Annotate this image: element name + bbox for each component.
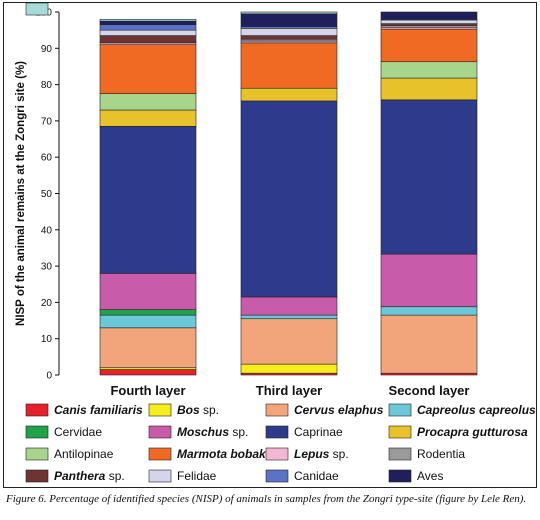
legend-swatch-felidae [148, 469, 172, 483]
legend-swatch-capreolus-capreolus [388, 403, 412, 417]
bar-segment-second-layer-caprinae [380, 99, 478, 255]
legend-label-canis-familiaris: Canis familiaris [54, 403, 143, 417]
bar-segment-fourth-layer-marmota-bobak [99, 44, 197, 94]
bar-segment-fourth-layer-canidae [99, 24, 197, 31]
bar-segment-second-layer-aves [380, 11, 478, 20]
legend-swatch-rodentia [388, 447, 412, 461]
legend-swatch-moschus-sp [148, 425, 172, 439]
figure-caption: Figure 6. Percentage of identified speci… [6, 493, 527, 505]
bar-segment-fourth-layer-felidae [99, 29, 197, 36]
legend-swatch-marmota-bobak [148, 447, 172, 461]
bar-segment-third-layer-bos-sp [240, 363, 338, 374]
y-tick-label-60: 60 [41, 153, 53, 164]
legend-swatch-procapra-gutturosa [388, 425, 412, 439]
legend-label-lepus-sp: Lepus sp. [294, 447, 349, 461]
legend-label-canidae: Canidae [294, 469, 339, 483]
legend-label-pisces: Pisces [54, 3, 89, 6]
bar-segment-fourth-layer-canis-familiaris [99, 369, 197, 376]
legend-swatch-cervus-elaphus [265, 403, 289, 417]
bar-segment-fourth-layer-panthera-sp [99, 35, 197, 44]
legend-swatch-aves [388, 469, 412, 483]
y-tick-label-30: 30 [41, 262, 53, 273]
legend-swatch-canidae [265, 469, 289, 483]
bar-segment-fourth-layer-moschus-sp [99, 273, 197, 310]
bar-segment-third-layer-marmota-bobak [240, 42, 338, 89]
bar-segment-third-layer-panthera-sp [240, 35, 338, 40]
category-label-fourth-layer: Fourth layer [110, 383, 185, 398]
bar-segment-fourth-layer-capreolus-capreolus [99, 314, 197, 329]
y-tick-label-80: 80 [41, 80, 53, 91]
legend-label-moschus-sp: Moschus sp. [177, 425, 248, 439]
legend-label-capreolus-capreolus: Capreolus capreolus [417, 403, 536, 417]
bar-segment-third-layer-cervus-elaphus [240, 318, 338, 365]
bar-segment-second-layer-capreolus-capreolus [380, 306, 478, 316]
category-label-third-layer: Third layer [256, 383, 322, 398]
y-tick-label-0: 0 [46, 371, 52, 382]
bar-segment-second-layer-cervus-elaphus [380, 314, 478, 374]
bar-segment-second-layer-procapra-gutturosa [380, 77, 478, 101]
legend-swatch-caprinae [265, 425, 289, 439]
y-tick-label-90: 90 [41, 44, 53, 55]
legend-swatch-panthera-sp [25, 469, 49, 483]
legend-label-marmota-bobak: Marmota bobak [177, 447, 267, 461]
y-tick-label-70: 70 [41, 116, 53, 127]
y-tick-label-20: 20 [41, 298, 53, 309]
bar-segment-third-layer-felidae [240, 28, 338, 36]
legend-label-panthera-sp: Panthera sp. [54, 469, 125, 483]
bar-segment-fourth-layer-pisces [99, 18, 197, 22]
bar-segment-third-layer-pisces [240, 11, 338, 15]
legend-label-cervus-elaphus: Cervus elaphus [294, 403, 384, 417]
bar-segment-third-layer-procapra-gutturosa [240, 87, 338, 102]
legend-swatch-antilopinae [25, 447, 49, 461]
bar-segment-fourth-layer-antilopinae [99, 93, 197, 111]
bar-segment-third-layer-capreolus-capreolus [240, 314, 338, 320]
bar-segment-third-layer-moschus-sp [240, 296, 338, 316]
y-tick-label-50: 50 [41, 189, 53, 200]
bar-segment-fourth-layer-aves [99, 20, 197, 26]
bar-segment-third-layer-caprinae [240, 100, 338, 298]
stacked-bar-chart: 0102030405060708090100NISP of the animal… [15, 3, 536, 483]
legend-label-bos-sp: Bos sp. [177, 403, 219, 417]
figure-frame: 0102030405060708090100NISP of the animal… [3, 2, 537, 488]
bar-segment-fourth-layer-procapra-gutturosa [99, 109, 197, 127]
bar-segment-second-layer-felidae [380, 19, 478, 24]
bar-segment-fourth-layer-cervidae [99, 309, 197, 316]
legend-swatch-cervidae [25, 425, 49, 439]
legend-swatch-bos-sp [148, 403, 172, 417]
legend-label-rodentia: Rodentia [417, 447, 465, 461]
legend-swatch-lepus-sp [265, 447, 289, 461]
bar-segment-second-layer-marmota-bobak [380, 28, 478, 63]
y-axis-label: NISP of the animal remains at the Zongri… [15, 61, 27, 326]
legend-label-aves: Aves [417, 469, 443, 483]
legend-label-procapra-gutturosa: Procapra gutturosa [417, 425, 528, 439]
bar-segment-third-layer-aves [240, 13, 338, 27]
bar-segment-second-layer-antilopinae [380, 61, 478, 79]
y-tick-label-40: 40 [41, 225, 53, 236]
legend-swatch-canis-familiaris [25, 403, 49, 417]
legend-label-antilopinae: Antilopinae [54, 447, 114, 461]
legend-label-caprinae: Caprinae [294, 425, 343, 439]
bar-segment-fourth-layer-cervus-elaphus [99, 327, 197, 369]
legend-label-felidae: Felidae [177, 469, 217, 483]
legend-swatch-pisces [25, 3, 49, 16]
legend-label-cervidae: Cervidae [54, 425, 102, 439]
bar-segment-fourth-layer-caprinae [99, 126, 197, 274]
y-tick-label-10: 10 [41, 334, 53, 345]
category-label-second-layer: Second layer [389, 383, 470, 398]
bar-segment-second-layer-moschus-sp [380, 253, 478, 308]
